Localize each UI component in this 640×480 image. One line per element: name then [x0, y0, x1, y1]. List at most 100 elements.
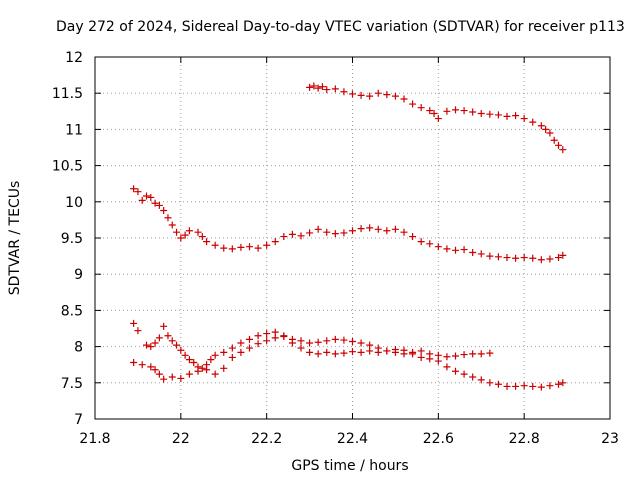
- data-point: [151, 339, 159, 347]
- data-point: [203, 238, 211, 246]
- data-point: [469, 248, 477, 256]
- data-point: [314, 84, 322, 92]
- y-tick-label: 8: [74, 340, 83, 356]
- x-tick-label: 22: [172, 431, 190, 447]
- data-point: [306, 348, 314, 356]
- data-point: [331, 230, 339, 238]
- data-point: [452, 352, 459, 360]
- data-point: [434, 115, 442, 123]
- data-point: [486, 110, 494, 118]
- data-point: [143, 341, 150, 349]
- data-point: [138, 196, 146, 204]
- data-point: [512, 112, 520, 120]
- data-point: [306, 83, 314, 91]
- data-point: [520, 382, 528, 390]
- data-point: [254, 340, 262, 348]
- y-tick-label: 9.5: [61, 231, 83, 247]
- data-point: [400, 228, 408, 236]
- data-point: [168, 221, 176, 229]
- data-point: [550, 136, 558, 144]
- y-tick-label: 11.5: [52, 86, 83, 102]
- data-point: [366, 347, 374, 355]
- data-point: [417, 238, 425, 246]
- chart-title: Day 272 of 2024, Sidereal Day-to-day VTE…: [56, 19, 625, 35]
- y-tick-label: 7.5: [61, 376, 83, 392]
- data-point: [374, 348, 382, 356]
- data-point: [426, 240, 434, 248]
- data-point: [486, 379, 494, 387]
- data-point: [331, 85, 339, 93]
- y-tick-label: 12: [65, 50, 83, 66]
- data-point: [185, 356, 193, 364]
- data-point: [177, 374, 185, 382]
- data-point: [177, 234, 185, 242]
- data-point: [512, 382, 520, 390]
- data-point: [168, 373, 176, 381]
- data-point: [151, 199, 159, 207]
- data-point: [306, 339, 314, 347]
- data-point: [220, 364, 228, 372]
- data-point: [443, 353, 451, 361]
- data-point: [555, 380, 562, 388]
- data-point: [194, 367, 202, 375]
- y-tick-label: 10: [65, 195, 83, 211]
- data-point: [546, 382, 554, 390]
- data-point: [349, 338, 356, 346]
- data-point: [173, 341, 181, 349]
- data-point: [542, 125, 550, 133]
- series-track-a: [306, 82, 567, 154]
- y-tick-label: 7: [74, 412, 83, 428]
- data-point: [181, 351, 189, 359]
- y-tick-label: 8.5: [61, 303, 83, 319]
- data-point: [198, 364, 206, 372]
- data-point: [409, 233, 417, 241]
- data-point: [323, 86, 331, 94]
- data-point: [503, 254, 511, 262]
- data-point: [494, 253, 502, 261]
- data-point: [340, 349, 348, 357]
- data-point: [477, 109, 485, 117]
- data-point: [537, 383, 545, 391]
- data-point: [366, 224, 374, 232]
- data-point: [400, 346, 408, 354]
- data-point: [228, 353, 236, 361]
- data-point: [211, 241, 219, 249]
- data-point: [512, 254, 520, 262]
- data-point: [185, 370, 193, 378]
- data-point: [155, 201, 163, 209]
- data-point: [207, 356, 215, 364]
- data-point: [323, 228, 331, 236]
- data-point: [211, 370, 219, 378]
- data-point: [460, 351, 468, 359]
- data-point: [443, 245, 451, 253]
- data-point: [198, 233, 206, 241]
- data-point: [181, 231, 189, 239]
- x-axis-label: GPS time / hours: [291, 458, 408, 474]
- series-track-b: [130, 185, 567, 264]
- data-point: [537, 122, 545, 130]
- data-point: [254, 244, 262, 252]
- data-point: [486, 349, 494, 357]
- data-point: [374, 89, 382, 97]
- data-point: [318, 83, 326, 91]
- data-point: [391, 92, 399, 100]
- x-tick-label: 21.8: [79, 431, 110, 447]
- data-point: [323, 337, 331, 345]
- data-point: [220, 244, 228, 252]
- data-point: [190, 359, 198, 367]
- data-point: [130, 319, 138, 327]
- data-point: [559, 379, 567, 387]
- data-point: [164, 332, 172, 340]
- data-point: [460, 370, 468, 378]
- data-point: [400, 95, 408, 103]
- data-point: [173, 228, 181, 236]
- data-point: [323, 348, 331, 356]
- data-point: [460, 246, 468, 254]
- data-point: [409, 350, 417, 358]
- x-tick-label: 22.6: [423, 431, 454, 447]
- data-point: [134, 188, 142, 196]
- data-point: [366, 92, 374, 100]
- data-point: [503, 112, 511, 120]
